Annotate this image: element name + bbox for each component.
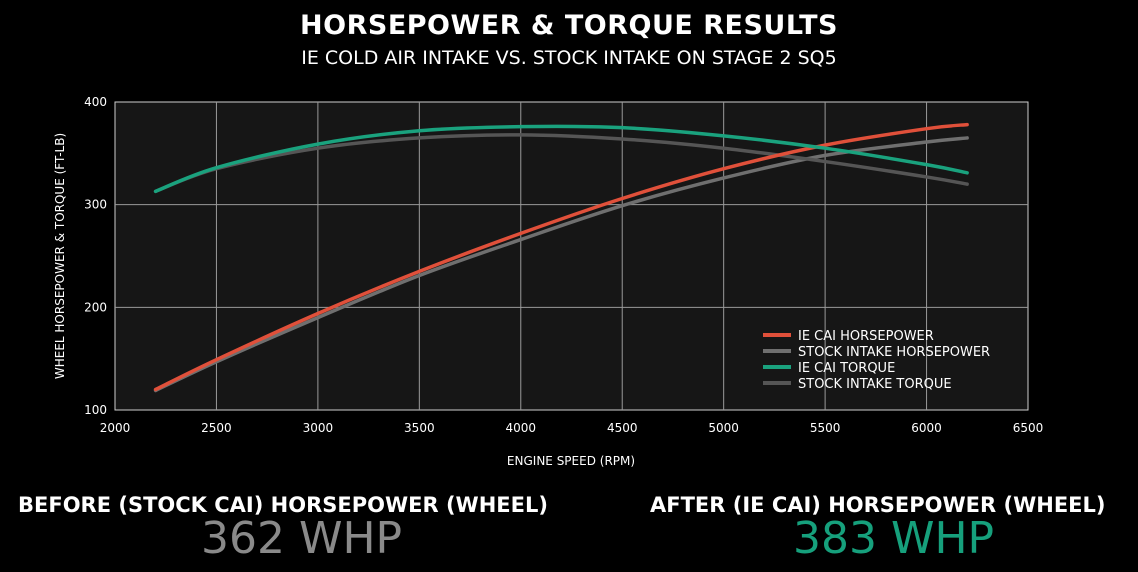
chart-svg: 2000 2500 3000 3500 4000 4500 5000 5500 6000 6500… — [53, 95, 1044, 468]
legend-label: IE CAI TORQUE — [798, 361, 895, 376]
x-tick-label: 2000 — [100, 421, 131, 435]
legend-label: STOCK INTAKE TORQUE — [798, 377, 952, 392]
series-line-stock-intake-torque — [153, 133, 969, 194]
legend-label: STOCK INTAKE HORSEPOWER — [798, 345, 990, 360]
y-tick-label: 100 — [84, 403, 107, 417]
x-axis-label: ENGINE SPEED (RPM) — [507, 454, 635, 468]
series-line-stock-intake-horsepower — [153, 136, 969, 393]
legend-label: IE CAI HORSEPOWER — [798, 329, 934, 344]
y-tick-label: 200 — [84, 300, 107, 314]
y-tick-label: 400 — [84, 95, 107, 109]
x-tick-label: 4000 — [506, 421, 537, 435]
x-tick-label: 3000 — [303, 421, 334, 435]
after-value: 383 WHP — [793, 513, 995, 564]
after-label: AFTER (IE CAI) HORSEPOWER (WHEEL) — [650, 493, 1106, 517]
y-axis-label: WHEEL HORSEPOWER & TORQUE (FT-LB) — [53, 133, 67, 379]
x-tick-label: 5000 — [708, 421, 739, 435]
y-tick-labels: 100 200 300 400 — [84, 95, 107, 417]
x-tick-label: 4500 — [607, 421, 638, 435]
chart-subtitle: IE COLD AIR INTAKE VS. STOCK INTAKE ON S… — [301, 47, 837, 69]
x-tick-label: 5500 — [810, 421, 841, 435]
series-lines — [153, 122, 969, 393]
series-line-ie-cai-horsepower — [153, 122, 969, 392]
before-label: BEFORE (STOCK CAI) HORSEPOWER (WHEEL) — [18, 493, 548, 517]
grid-lines — [115, 102, 1028, 410]
x-tick-label: 3500 — [404, 421, 435, 435]
x-tick-label: 6500 — [1013, 421, 1044, 435]
before-value: 362 WHP — [201, 513, 403, 564]
chart-title: HORSEPOWER & TORQUE RESULTS — [300, 10, 838, 41]
x-tick-label: 2500 — [201, 421, 232, 435]
series-line-ie-cai-torque — [153, 124, 969, 194]
x-tick-labels: 2000 2500 3000 3500 4000 4500 5000 5500 6000 6500 — [100, 421, 1044, 435]
y-tick-label: 300 — [84, 198, 107, 212]
x-tick-label: 6000 — [911, 421, 942, 435]
